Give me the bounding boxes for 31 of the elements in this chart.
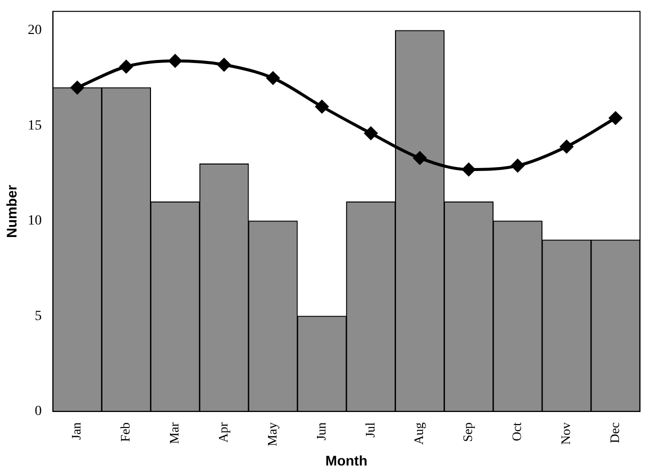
x-tick-label: Sep	[460, 422, 476, 442]
point	[609, 112, 622, 125]
x-axis-title: Month	[325, 452, 368, 468]
x-tick-label: Feb	[118, 422, 133, 442]
point	[315, 100, 328, 114]
point	[120, 60, 133, 74]
point	[364, 126, 378, 140]
x-tick-label: Mar	[166, 422, 182, 444]
point	[511, 159, 524, 172]
y-tick-label: 5	[34, 308, 42, 324]
x-tick-label: Jan	[68, 422, 84, 440]
point	[70, 81, 84, 94]
y-tick-label: 0	[34, 404, 42, 420]
point	[462, 162, 476, 176]
point	[413, 152, 426, 165]
point	[168, 54, 182, 68]
point	[560, 140, 574, 154]
x-tick-label: Apr	[215, 422, 230, 443]
y-axis-title: Number	[3, 184, 20, 238]
point	[266, 72, 280, 85]
x-tick-label: Jun	[313, 422, 328, 440]
point	[218, 58, 231, 72]
x-tick-label: Aug	[411, 422, 426, 445]
y-tick-label: 20	[28, 23, 42, 38]
y-tick-label: 10	[28, 214, 42, 229]
y-tick-label: 15	[28, 118, 42, 134]
x-tick-label: May	[264, 422, 280, 446]
x-tick-label: Nov	[558, 422, 574, 445]
x-tick-label: Dec	[606, 422, 622, 444]
x-tick-label: Oct	[509, 422, 524, 442]
x-tick-label: Jul	[362, 422, 378, 438]
